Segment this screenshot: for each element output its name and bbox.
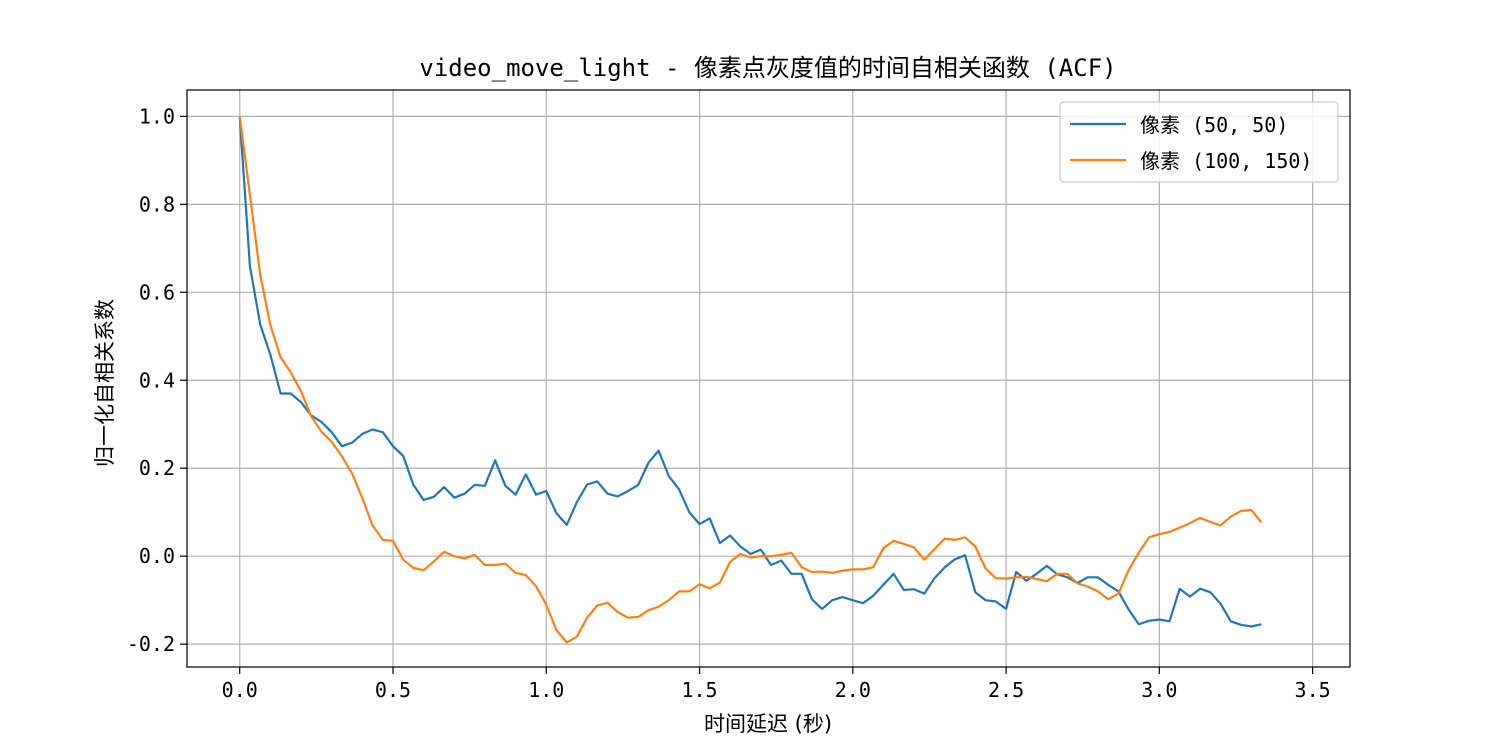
- x-tick-label: 1.0: [528, 678, 564, 702]
- y-tick-label: 0.2: [139, 456, 175, 480]
- y-tick-label: 0.6: [139, 280, 175, 304]
- legend-label-1: 像素 (50, 50): [1140, 113, 1288, 137]
- legend-label-2: 像素 (100, 150): [1140, 149, 1312, 173]
- series-lines: [238, 116, 1263, 644]
- x-axis-label: 时间延迟 (秒): [704, 712, 832, 736]
- legend-box: [1059, 101, 1339, 183]
- series-line-2: [238, 116, 1263, 644]
- legend: 像素 (50, 50) 像素 (100, 150): [1059, 101, 1339, 183]
- series-line-1: [238, 116, 1262, 628]
- y-tick-label: 0.4: [139, 368, 175, 392]
- x-tick-label: 3.0: [1141, 678, 1177, 702]
- x-tick-label: 2.5: [988, 678, 1024, 702]
- x-tick-label: 2.0: [835, 678, 871, 702]
- axis-ticks: 0.0 0.5 1.0 1.5 2.0 2.5 3.0 3.5 -0.2 0.0 0.2 0.4 0.6…: [127, 104, 1331, 702]
- x-tick-label: 0.5: [375, 678, 411, 702]
- y-tick-label: -0.2: [127, 632, 175, 656]
- chart-title: video_move_light - 像素点灰度值的时间自相关函数 (ACF): [419, 54, 1116, 82]
- x-tick-label: 1.5: [681, 678, 717, 702]
- y-tick-label: 1.0: [139, 104, 175, 128]
- x-tick-label: 3.5: [1295, 678, 1331, 702]
- x-tick-label: 0.0: [222, 678, 258, 702]
- y-tick-label: 0.8: [139, 192, 175, 216]
- y-axis-label: 归一化自相关系数: [93, 299, 117, 467]
- plot-frame: [186, 89, 1351, 668]
- y-tick-label: 0.0: [139, 544, 175, 568]
